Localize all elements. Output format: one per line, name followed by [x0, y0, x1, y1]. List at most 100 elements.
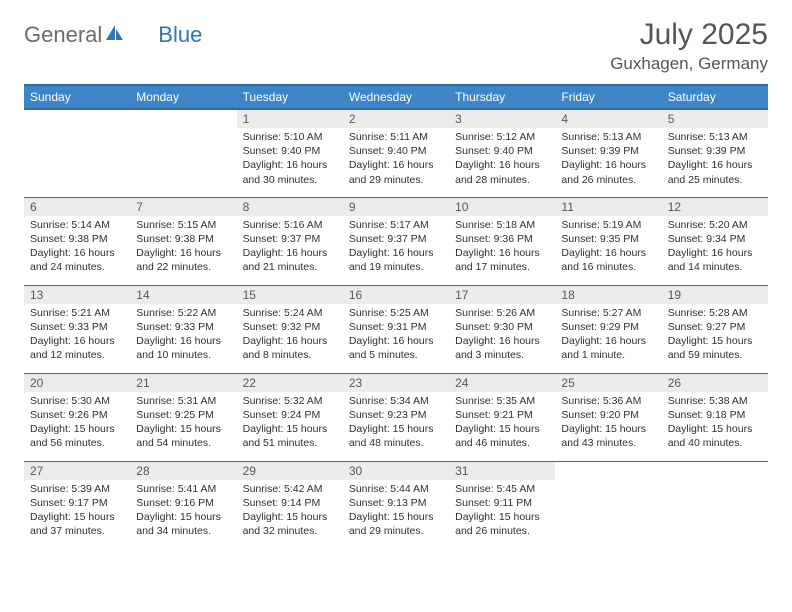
day-details: Sunrise: 5:25 AMSunset: 9:31 PMDaylight:… — [343, 304, 449, 367]
day-number: 10 — [449, 198, 555, 216]
month-title: July 2025 — [610, 18, 768, 52]
weekday-header: Wednesday — [343, 85, 449, 109]
calendar-cell: 26Sunrise: 5:38 AMSunset: 9:18 PMDayligh… — [662, 373, 768, 461]
day-number: 19 — [662, 286, 768, 304]
day-details: Sunrise: 5:17 AMSunset: 9:37 PMDaylight:… — [343, 216, 449, 279]
calendar-cell: 5Sunrise: 5:13 AMSunset: 9:39 PMDaylight… — [662, 109, 768, 197]
day-details: Sunrise: 5:22 AMSunset: 9:33 PMDaylight:… — [130, 304, 236, 367]
day-number: 22 — [237, 374, 343, 392]
day-details: Sunrise: 5:15 AMSunset: 9:38 PMDaylight:… — [130, 216, 236, 279]
day-number: 16 — [343, 286, 449, 304]
day-details: Sunrise: 5:19 AMSunset: 9:35 PMDaylight:… — [555, 216, 661, 279]
day-details: Sunrise: 5:16 AMSunset: 9:37 PMDaylight:… — [237, 216, 343, 279]
brand-logo: General Blue — [24, 22, 202, 48]
calendar-week-row: 1Sunrise: 5:10 AMSunset: 9:40 PMDaylight… — [24, 109, 768, 197]
day-number: 23 — [343, 374, 449, 392]
calendar-cell: 21Sunrise: 5:31 AMSunset: 9:25 PMDayligh… — [130, 373, 236, 461]
day-number: 28 — [130, 462, 236, 480]
calendar-cell: 15Sunrise: 5:24 AMSunset: 9:32 PMDayligh… — [237, 285, 343, 373]
calendar-cell: 7Sunrise: 5:15 AMSunset: 9:38 PMDaylight… — [130, 197, 236, 285]
day-number: 5 — [662, 110, 768, 128]
sail-icon — [104, 22, 124, 48]
calendar-week-row: 20Sunrise: 5:30 AMSunset: 9:26 PMDayligh… — [24, 373, 768, 461]
calendar-week-row: 6Sunrise: 5:14 AMSunset: 9:38 PMDaylight… — [24, 197, 768, 285]
weekday-header: Tuesday — [237, 85, 343, 109]
calendar-cell: 10Sunrise: 5:18 AMSunset: 9:36 PMDayligh… — [449, 197, 555, 285]
day-number: 20 — [24, 374, 130, 392]
day-number: 6 — [24, 198, 130, 216]
day-number: 17 — [449, 286, 555, 304]
calendar-cell: 24Sunrise: 5:35 AMSunset: 9:21 PMDayligh… — [449, 373, 555, 461]
day-number: 13 — [24, 286, 130, 304]
day-details: Sunrise: 5:45 AMSunset: 9:11 PMDaylight:… — [449, 480, 555, 543]
day-details: Sunrise: 5:44 AMSunset: 9:13 PMDaylight:… — [343, 480, 449, 543]
day-details: Sunrise: 5:34 AMSunset: 9:23 PMDaylight:… — [343, 392, 449, 455]
calendar-cell — [24, 109, 130, 197]
day-details: Sunrise: 5:30 AMSunset: 9:26 PMDaylight:… — [24, 392, 130, 455]
day-number: 2 — [343, 110, 449, 128]
day-details: Sunrise: 5:13 AMSunset: 9:39 PMDaylight:… — [662, 128, 768, 191]
day-number: 12 — [662, 198, 768, 216]
calendar-body: 1Sunrise: 5:10 AMSunset: 9:40 PMDaylight… — [24, 109, 768, 549]
calendar-week-row: 27Sunrise: 5:39 AMSunset: 9:17 PMDayligh… — [24, 461, 768, 549]
brand-part1: General — [24, 22, 102, 48]
day-number: 7 — [130, 198, 236, 216]
day-number: 27 — [24, 462, 130, 480]
calendar-cell: 29Sunrise: 5:42 AMSunset: 9:14 PMDayligh… — [237, 461, 343, 549]
calendar-cell: 22Sunrise: 5:32 AMSunset: 9:24 PMDayligh… — [237, 373, 343, 461]
day-details: Sunrise: 5:13 AMSunset: 9:39 PMDaylight:… — [555, 128, 661, 191]
day-number: 9 — [343, 198, 449, 216]
day-number: 29 — [237, 462, 343, 480]
day-number: 31 — [449, 462, 555, 480]
calendar-cell — [662, 461, 768, 549]
day-details: Sunrise: 5:26 AMSunset: 9:30 PMDaylight:… — [449, 304, 555, 367]
brand-part2: Blue — [158, 22, 202, 48]
calendar-cell: 28Sunrise: 5:41 AMSunset: 9:16 PMDayligh… — [130, 461, 236, 549]
day-details: Sunrise: 5:20 AMSunset: 9:34 PMDaylight:… — [662, 216, 768, 279]
calendar-cell — [130, 109, 236, 197]
calendar-table: SundayMondayTuesdayWednesdayThursdayFrid… — [24, 84, 768, 549]
day-details: Sunrise: 5:28 AMSunset: 9:27 PMDaylight:… — [662, 304, 768, 367]
day-details: Sunrise: 5:12 AMSunset: 9:40 PMDaylight:… — [449, 128, 555, 191]
calendar-cell: 16Sunrise: 5:25 AMSunset: 9:31 PMDayligh… — [343, 285, 449, 373]
day-number: 24 — [449, 374, 555, 392]
day-details: Sunrise: 5:32 AMSunset: 9:24 PMDaylight:… — [237, 392, 343, 455]
calendar-cell: 8Sunrise: 5:16 AMSunset: 9:37 PMDaylight… — [237, 197, 343, 285]
calendar-page: General Blue July 2025 Guxhagen, Germany… — [0, 0, 792, 549]
weekday-header: Saturday — [662, 85, 768, 109]
weekday-header: Thursday — [449, 85, 555, 109]
day-details: Sunrise: 5:27 AMSunset: 9:29 PMDaylight:… — [555, 304, 661, 367]
calendar-cell: 30Sunrise: 5:44 AMSunset: 9:13 PMDayligh… — [343, 461, 449, 549]
calendar-cell: 23Sunrise: 5:34 AMSunset: 9:23 PMDayligh… — [343, 373, 449, 461]
calendar-cell: 9Sunrise: 5:17 AMSunset: 9:37 PMDaylight… — [343, 197, 449, 285]
calendar-week-row: 13Sunrise: 5:21 AMSunset: 9:33 PMDayligh… — [24, 285, 768, 373]
day-number: 15 — [237, 286, 343, 304]
day-number: 4 — [555, 110, 661, 128]
calendar-cell: 25Sunrise: 5:36 AMSunset: 9:20 PMDayligh… — [555, 373, 661, 461]
calendar-cell: 11Sunrise: 5:19 AMSunset: 9:35 PMDayligh… — [555, 197, 661, 285]
day-number: 1 — [237, 110, 343, 128]
calendar-cell: 18Sunrise: 5:27 AMSunset: 9:29 PMDayligh… — [555, 285, 661, 373]
calendar-cell: 6Sunrise: 5:14 AMSunset: 9:38 PMDaylight… — [24, 197, 130, 285]
day-number: 11 — [555, 198, 661, 216]
day-details: Sunrise: 5:38 AMSunset: 9:18 PMDaylight:… — [662, 392, 768, 455]
calendar-cell: 17Sunrise: 5:26 AMSunset: 9:30 PMDayligh… — [449, 285, 555, 373]
day-details: Sunrise: 5:14 AMSunset: 9:38 PMDaylight:… — [24, 216, 130, 279]
day-number: 14 — [130, 286, 236, 304]
day-details: Sunrise: 5:10 AMSunset: 9:40 PMDaylight:… — [237, 128, 343, 191]
calendar-cell: 12Sunrise: 5:20 AMSunset: 9:34 PMDayligh… — [662, 197, 768, 285]
day-number: 30 — [343, 462, 449, 480]
calendar-cell: 4Sunrise: 5:13 AMSunset: 9:39 PMDaylight… — [555, 109, 661, 197]
day-number: 18 — [555, 286, 661, 304]
weekday-header: Monday — [130, 85, 236, 109]
day-details: Sunrise: 5:11 AMSunset: 9:40 PMDaylight:… — [343, 128, 449, 191]
calendar-cell: 27Sunrise: 5:39 AMSunset: 9:17 PMDayligh… — [24, 461, 130, 549]
calendar-cell: 2Sunrise: 5:11 AMSunset: 9:40 PMDaylight… — [343, 109, 449, 197]
day-number: 25 — [555, 374, 661, 392]
calendar-cell: 3Sunrise: 5:12 AMSunset: 9:40 PMDaylight… — [449, 109, 555, 197]
calendar-cell: 13Sunrise: 5:21 AMSunset: 9:33 PMDayligh… — [24, 285, 130, 373]
day-details: Sunrise: 5:42 AMSunset: 9:14 PMDaylight:… — [237, 480, 343, 543]
calendar-cell — [555, 461, 661, 549]
day-number: 3 — [449, 110, 555, 128]
calendar-header-row: SundayMondayTuesdayWednesdayThursdayFrid… — [24, 85, 768, 109]
